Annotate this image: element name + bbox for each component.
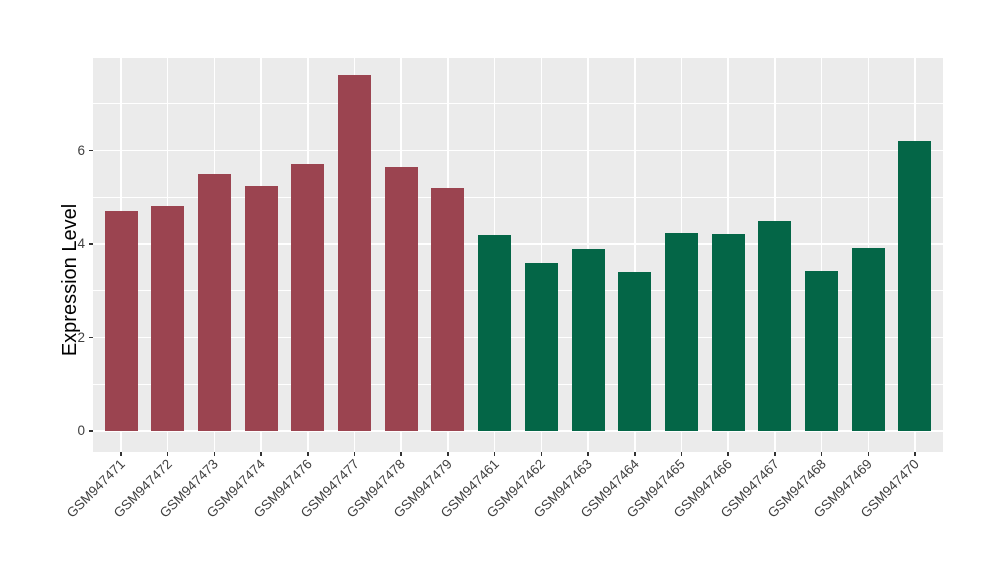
bar-GSM947462: [524, 262, 558, 431]
bar-GSM947477: [338, 74, 372, 431]
bar-GSM947469: [851, 247, 885, 431]
y-tick-label-4: 4: [77, 236, 85, 252]
grid-major-line: [93, 430, 943, 432]
x-tick-label-GSM947473: GSM947473: [157, 456, 222, 521]
y-axis-tick: [89, 149, 93, 152]
bar-GSM947465: [664, 233, 698, 431]
bar-GSM947466: [711, 234, 745, 431]
x-axis-tick: [400, 452, 402, 456]
x-tick-label-GSM947477: GSM947477: [297, 456, 362, 521]
x-axis-tick: [634, 452, 636, 456]
y-axis-title: Expression Level: [59, 203, 81, 357]
x-tick-label-GSM947464: GSM947464: [577, 456, 642, 521]
bar-GSM947468: [805, 270, 839, 431]
y-tick-label-0: 0: [77, 423, 85, 438]
x-tick-label-GSM947462: GSM947462: [484, 456, 549, 521]
bar-GSM947474: [244, 186, 278, 431]
plot-panel: [93, 56, 943, 452]
bar-GSM947461: [478, 235, 512, 431]
x-axis-tick: [540, 452, 543, 456]
bar-GSM947470: [898, 140, 932, 431]
bar-GSM947467: [758, 220, 792, 431]
x-tick-label-GSM947476: GSM947476: [250, 456, 315, 521]
bar-GSM947473: [197, 173, 231, 431]
grid-vertical-line: [540, 56, 543, 452]
x-tick-label-GSM947465: GSM947465: [624, 456, 689, 521]
x-axis-tick: [914, 452, 916, 456]
bar-GSM947463: [571, 248, 605, 431]
y-tick-label-2: 2: [77, 329, 85, 345]
grid-minor-line: [93, 383, 943, 385]
x-axis-tick: [307, 452, 309, 456]
x-tick-label-GSM947469: GSM947469: [811, 456, 876, 521]
x-tick-label-GSM947471: GSM947471: [63, 456, 128, 521]
x-axis-tick: [587, 452, 589, 456]
x-axis-tick: [447, 452, 449, 456]
bar-GSM947476: [291, 163, 325, 431]
x-tick-label-GSM947478: GSM947478: [343, 456, 409, 521]
grid-major-line: [93, 56, 943, 58]
x-axis-tick: [774, 452, 776, 456]
bar-GSM947471: [104, 210, 138, 431]
x-axis-tick: [727, 452, 729, 456]
x-axis-tick: [680, 452, 683, 456]
bar-GSM947464: [618, 271, 652, 431]
bar-GSM947472: [151, 205, 185, 431]
x-tick-label-GSM947472: GSM947472: [110, 456, 175, 521]
grid-minor-line: [93, 290, 943, 292]
x-tick-label-GSM947467: GSM947467: [717, 456, 782, 521]
grid-vertical-line: [820, 56, 823, 452]
grid-major-line: [93, 243, 943, 245]
y-tick-label-6: 6: [77, 142, 85, 158]
x-tick-label-GSM947479: GSM947479: [390, 456, 455, 521]
bar-GSM947479: [431, 187, 465, 431]
x-tick-label-GSM947463: GSM947463: [530, 456, 595, 521]
x-tick-label-GSM947466: GSM947466: [670, 456, 736, 521]
grid-major-line: [93, 149, 943, 152]
y-axis-tick: [89, 430, 93, 432]
x-tick-label-GSM947470: GSM947470: [857, 456, 922, 521]
x-tick-label-GSM947468: GSM947468: [764, 456, 829, 521]
x-axis-tick: [120, 452, 122, 456]
grid-minor-line: [93, 103, 943, 105]
x-axis-tick: [353, 452, 356, 456]
bar-GSM947478: [384, 167, 418, 431]
x-axis-tick: [166, 452, 169, 456]
grid-minor-line: [93, 196, 943, 198]
y-axis-tick: [89, 336, 93, 339]
x-tick-label-GSM947461: GSM947461: [437, 456, 502, 521]
grid-major-line: [93, 336, 943, 339]
x-tick-label-GSM947474: GSM947474: [203, 456, 269, 521]
x-axis-tick: [260, 452, 262, 456]
y-axis-tick: [89, 243, 93, 245]
x-axis-tick: [213, 452, 216, 456]
grid-vertical-line: [634, 56, 636, 452]
x-axis-tick: [493, 452, 496, 456]
x-axis-tick: [820, 452, 823, 456]
x-axis-tick: [867, 452, 870, 456]
